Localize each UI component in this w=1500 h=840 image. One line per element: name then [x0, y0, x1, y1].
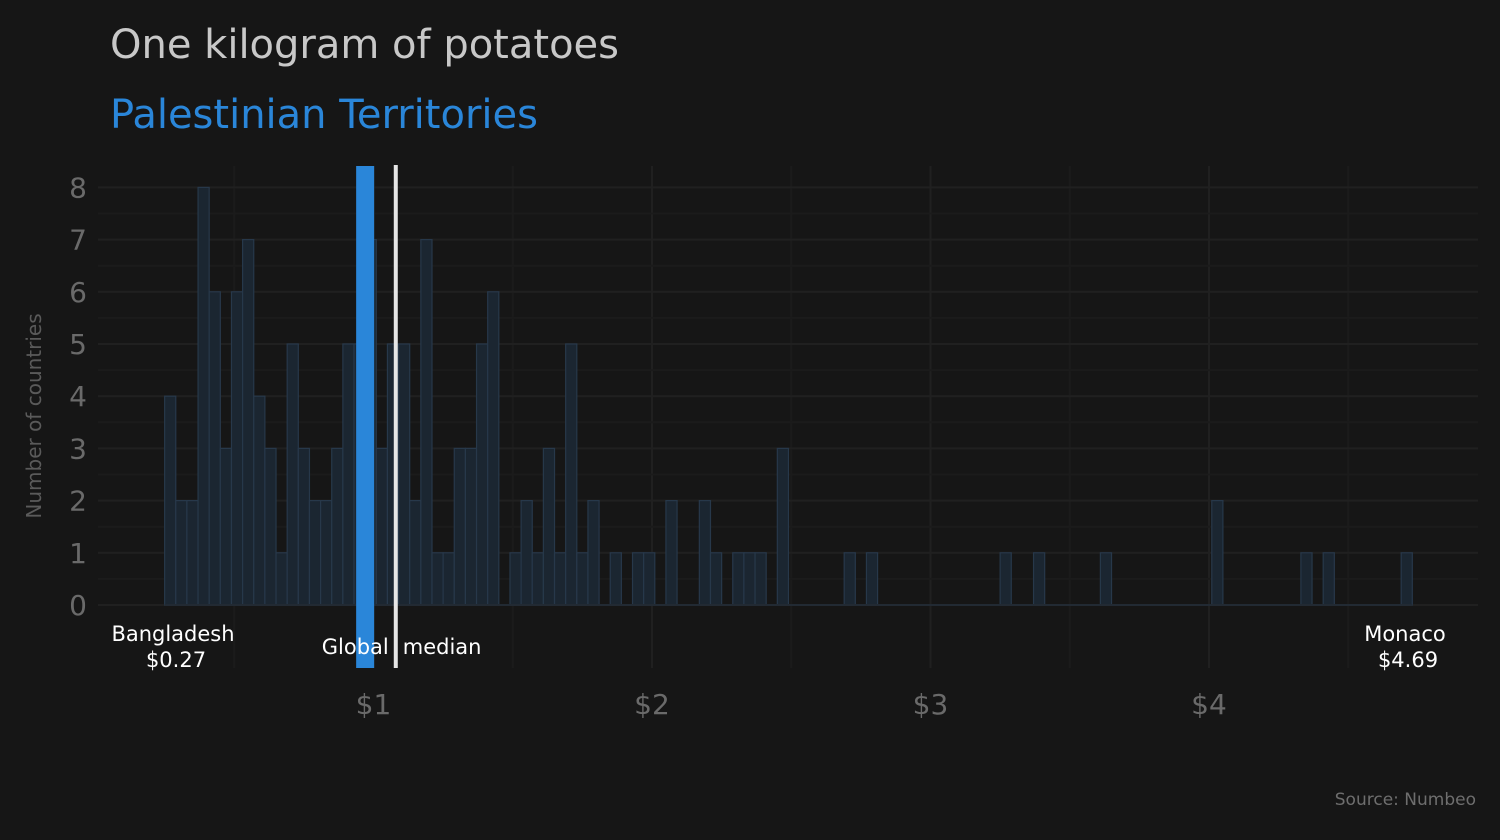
histogram-bar	[420, 239, 433, 606]
histogram-bar	[520, 500, 533, 606]
x-tick-label: $1	[356, 688, 392, 721]
histogram-bar	[1211, 500, 1224, 606]
histogram-bar	[565, 343, 578, 606]
histogram-bar	[286, 343, 299, 606]
histogram-bar	[297, 447, 311, 606]
histogram-bar	[542, 447, 556, 606]
histogram-bar	[1300, 552, 1313, 606]
max-country-name: Monaco	[1364, 622, 1446, 646]
histogram-bar	[375, 447, 389, 606]
histogram-bar	[164, 395, 177, 606]
histogram-bar	[275, 552, 288, 606]
histogram-bar	[453, 447, 467, 606]
histogram-bar	[464, 447, 478, 606]
histogram-bar	[754, 552, 767, 606]
x-tick-label: $2	[634, 688, 670, 721]
histogram-bar	[843, 552, 856, 606]
histogram-bar	[219, 447, 233, 606]
axis-ticks: 0 1 2 3 4 5 6 7 8 $1 $2 $3 $4	[69, 171, 1227, 721]
y-axis-label: Number of countries	[22, 313, 46, 518]
histogram-bar	[308, 500, 322, 606]
histogram-bar	[698, 500, 712, 606]
min-country-name: Bangladesh	[111, 622, 234, 646]
histogram-bar	[253, 395, 266, 606]
histogram-bar	[665, 500, 678, 606]
histogram-bar	[999, 552, 1012, 606]
histogram-bar	[1400, 552, 1413, 606]
highlight-bar-palestinian-territories	[356, 166, 375, 668]
histogram-bar	[509, 552, 522, 606]
histogram-bar	[531, 552, 544, 606]
histogram-bar	[342, 343, 355, 606]
y-tick-label: 2	[69, 485, 87, 518]
histogram-bar	[732, 552, 745, 606]
histogram-bar	[475, 343, 489, 606]
y-tick-label: 6	[69, 276, 87, 309]
histogram-bar	[331, 447, 344, 606]
histogram-bar	[242, 239, 255, 606]
histogram-bar	[865, 552, 879, 606]
y-tick-label: 0	[69, 589, 87, 622]
histogram-bar	[1032, 552, 1046, 606]
histogram-bar	[1322, 552, 1335, 606]
histogram-bar	[709, 552, 723, 606]
histogram-bar	[487, 291, 500, 606]
chart-subtitle: Palestinian Territories	[110, 92, 538, 138]
x-tick-label: $4	[1191, 688, 1227, 721]
histogram-bar	[576, 552, 589, 606]
y-tick-label: 3	[69, 432, 87, 465]
histogram-bar	[643, 552, 656, 606]
histogram-bar	[264, 447, 277, 606]
median-label-left: Global	[322, 635, 389, 659]
reference-markers: Global median	[322, 165, 482, 668]
y-tick-label: 5	[69, 328, 87, 361]
histogram-bar	[609, 552, 622, 606]
min-country-value: $0.27	[146, 648, 206, 672]
histogram-bar	[175, 500, 188, 606]
source-note: Source: Numbeo	[1335, 790, 1476, 810]
median-label-right: median	[403, 635, 482, 659]
chart-title: One kilogram of potatoes	[110, 22, 619, 68]
y-tick-label: 1	[69, 537, 87, 570]
histogram-bar	[409, 500, 422, 606]
histogram-bar	[587, 500, 600, 606]
max-country-value: $4.69	[1378, 648, 1438, 672]
histogram-bar	[776, 447, 790, 606]
histogram-bar	[208, 291, 221, 606]
histogram-bar	[431, 552, 444, 606]
y-tick-label: 7	[69, 224, 87, 257]
histogram-bar	[319, 500, 333, 606]
histogram-bar	[197, 186, 210, 606]
y-tick-label: 4	[69, 380, 87, 413]
histogram-bar	[186, 500, 199, 606]
histogram-bar	[553, 552, 567, 606]
x-tick-label: $3	[913, 688, 949, 721]
histogram-bar	[1099, 552, 1113, 606]
y-tick-label: 8	[69, 171, 87, 204]
histogram-bar	[442, 552, 455, 606]
histogram-bar	[397, 343, 411, 606]
histogram-bar	[631, 552, 645, 606]
histogram-bar	[743, 552, 756, 606]
histogram-bar	[230, 291, 244, 606]
